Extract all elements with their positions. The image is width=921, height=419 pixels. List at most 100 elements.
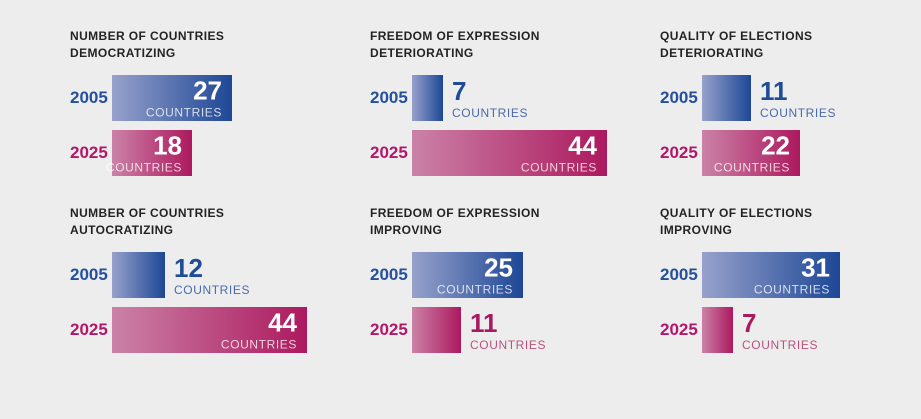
bar-value: 31 [801, 252, 830, 283]
year-label-2005: 2005 [70, 88, 108, 107]
panel-title-line1: QUALITY OF ELECTIONS [660, 206, 813, 220]
bar-area: 11 COUNTRIES [412, 307, 658, 353]
panel-title-line2: IMPROVING [370, 223, 443, 237]
bar-row-2025: 2025 18 COUNTRIES [68, 130, 368, 176]
bar-value: 44 [268, 307, 297, 338]
bar-2005: 31 COUNTRIES [702, 252, 840, 298]
bar-label: 18 COUNTRIES [106, 133, 182, 174]
bar-row-2025: 2025 11 COUNTRIES [368, 307, 658, 353]
bar-row-2005: 2005 12 COUNTRIES [68, 252, 368, 298]
bar-area: 27 COUNTRIES [112, 75, 368, 121]
bar-unit-label: COUNTRIES [742, 337, 819, 352]
bar-unit-label: COUNTRIES [760, 105, 837, 120]
bar-unit-label: COUNTRIES [220, 337, 297, 352]
bar-row-2005: 2005 11 COUNTRIES [658, 75, 921, 121]
panel-title-line1: FREEDOM OF EXPRESSION [370, 29, 540, 43]
bar-label: 44 COUNTRIES [521, 133, 597, 174]
year-label-2025: 2025 [660, 143, 698, 162]
panel-title-line1: QUALITY OF ELECTIONS [660, 29, 813, 43]
year-label-2025: 2025 [70, 143, 108, 162]
panel-title-line2: DETERIORATING [660, 46, 764, 60]
bar-value: 25 [484, 252, 513, 283]
bar-2005 [702, 75, 751, 121]
panel-title-line1: NUMBER OF COUNTRIES [70, 29, 225, 43]
bar-value: 12 [174, 252, 203, 283]
bar-label: 11 COUNTRIES [760, 78, 836, 119]
bar-area: 7 COUNTRIES [702, 307, 921, 353]
year-label-2025: 2025 [370, 320, 408, 339]
year-label-2005: 2005 [370, 88, 408, 107]
panel-foe-improving: FREEDOM OF EXPRESSION IMPROVING 2005 25 … [368, 205, 658, 382]
bar-unit-label: COUNTRIES [753, 282, 830, 297]
bar-label: 7 COUNTRIES [742, 310, 818, 351]
panel-title-line1: NUMBER OF COUNTRIES [70, 206, 225, 220]
panel-autocratizing: NUMBER OF COUNTRIES AUTOCRATIZING 2005 1… [68, 205, 368, 382]
bar-unit-label: COUNTRIES [452, 105, 529, 120]
bar-2025: 44 COUNTRIES [412, 130, 607, 176]
bar-value: 22 [761, 130, 790, 161]
bar-unit-label: COUNTRIES [520, 160, 597, 175]
bar-value: 11 [760, 75, 788, 106]
panel-democratizing: NUMBER OF COUNTRIES DEMOCRATIZING 2005 2… [68, 28, 368, 205]
bar-value: 44 [568, 130, 597, 161]
panel-title: QUALITY OF ELECTIONS DETERIORATING [658, 28, 921, 75]
panel-title-line2: IMPROVING [660, 223, 733, 237]
year-label-2005: 2005 [660, 265, 698, 284]
year-label-2025: 2025 [660, 320, 698, 339]
panel-title: FREEDOM OF EXPRESSION DETERIORATING [368, 28, 658, 75]
panel-title: FREEDOM OF EXPRESSION IMPROVING [368, 205, 658, 252]
bar-row-2025: 2025 22 COUNTRIES [658, 130, 921, 176]
year-label-2005: 2005 [660, 88, 698, 107]
bar-unit-label: COUNTRIES [713, 160, 790, 175]
panel-foe-deteriorating: FREEDOM OF EXPRESSION DETERIORATING 2005… [368, 28, 658, 205]
bar-label: 12 COUNTRIES [174, 255, 250, 296]
bar-unit-label: COUNTRIES [145, 105, 222, 120]
bar-unit-label: COUNTRIES [105, 160, 182, 175]
bar-row-2025: 2025 44 COUNTRIES [68, 307, 368, 353]
bar-2025 [412, 307, 461, 353]
bar-label: 44 COUNTRIES [221, 310, 297, 351]
panel-title: NUMBER OF COUNTRIES DEMOCRATIZING [68, 28, 368, 75]
year-label-2025: 2025 [370, 143, 408, 162]
bar-area: 7 COUNTRIES [412, 75, 658, 121]
bar-label: 31 COUNTRIES [754, 255, 830, 296]
bar-value: 27 [193, 75, 222, 106]
bar-2025: 22 COUNTRIES [702, 130, 800, 176]
bar-2005 [112, 252, 165, 298]
bar-area: 12 COUNTRIES [112, 252, 368, 298]
bar-area: 44 COUNTRIES [112, 307, 368, 353]
panel-title-line2: DEMOCRATIZING [70, 46, 176, 60]
bar-value: 11 [470, 307, 498, 338]
bar-2025: 44 COUNTRIES [112, 307, 307, 353]
panel-elections-deteriorating: QUALITY OF ELECTIONS DETERIORATING 2005 … [658, 28, 921, 205]
bar-label: 22 COUNTRIES [714, 133, 790, 174]
bar-unit-label: COUNTRIES [436, 282, 513, 297]
panel-elections-improving: QUALITY OF ELECTIONS IMPROVING 2005 31 C… [658, 205, 921, 382]
bar-row-2005: 2005 27 COUNTRIES [68, 75, 368, 121]
panel-title: QUALITY OF ELECTIONS IMPROVING [658, 205, 921, 252]
bar-2025: 18 COUNTRIES [106, 130, 192, 176]
year-label-2025: 2025 [70, 320, 108, 339]
bar-area: 18 COUNTRIES [106, 130, 368, 176]
bar-value: 7 [742, 307, 757, 338]
bar-row-2005: 2005 25 COUNTRIES [368, 252, 658, 298]
bar-2005: 25 COUNTRIES [412, 252, 523, 298]
bar-row-2005: 2005 31 COUNTRIES [658, 252, 921, 298]
panel-title: NUMBER OF COUNTRIES AUTOCRATIZING [68, 205, 368, 252]
bar-value: 18 [153, 130, 182, 161]
bar-2025 [702, 307, 733, 353]
bar-label: 27 COUNTRIES [146, 78, 222, 119]
year-label-2005: 2005 [70, 265, 108, 284]
bar-label: 25 COUNTRIES [437, 255, 513, 296]
bar-area: 11 COUNTRIES [702, 75, 921, 121]
bar-row-2025: 2025 7 COUNTRIES [658, 307, 921, 353]
panel-title-line2: AUTOCRATIZING [70, 223, 174, 237]
bar-row-2005: 2005 7 COUNTRIES [368, 75, 658, 121]
bar-area: 22 COUNTRIES [702, 130, 921, 176]
bar-area: 44 COUNTRIES [412, 130, 658, 176]
bar-row-2025: 2025 44 COUNTRIES [368, 130, 658, 176]
bar-unit-label: COUNTRIES [174, 282, 251, 297]
bar-label: 7 COUNTRIES [452, 78, 528, 119]
bar-2005: 27 COUNTRIES [112, 75, 232, 121]
